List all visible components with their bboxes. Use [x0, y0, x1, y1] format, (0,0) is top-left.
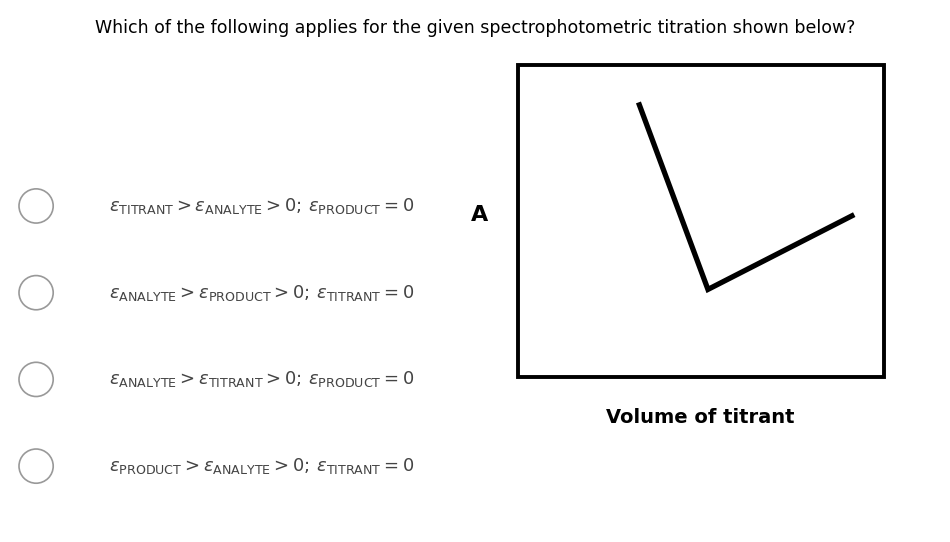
Text: $\varepsilon_{\mathrm{TITRANT}} > \varepsilon_{\mathrm{ANALYTE}} > 0;\, \varepsi: $\varepsilon_{\mathrm{TITRANT}} > \varep… — [109, 196, 414, 216]
Ellipse shape — [19, 189, 53, 223]
Text: Volume of titrant: Volume of titrant — [606, 408, 795, 427]
Ellipse shape — [19, 449, 53, 483]
Bar — [518, 65, 884, 377]
Text: $\varepsilon_{\mathrm{ANALYTE}} > \varepsilon_{\mathrm{TITRANT}} > 0;\, \varepsi: $\varepsilon_{\mathrm{ANALYTE}} > \varep… — [109, 370, 414, 389]
Ellipse shape — [19, 362, 53, 397]
Text: $\varepsilon_{\mathrm{PRODUCT}} > \varepsilon_{\mathrm{ANALYTE}} > 0;\, \varepsi: $\varepsilon_{\mathrm{PRODUCT}} > \varep… — [109, 456, 414, 476]
Text: A: A — [471, 205, 488, 224]
Text: Which of the following applies for the given spectrophotometric titration shown : Which of the following applies for the g… — [95, 19, 855, 37]
Text: $\varepsilon_{\mathrm{ANALYTE}} > \varepsilon_{\mathrm{PRODUCT}} > 0;\, \varepsi: $\varepsilon_{\mathrm{ANALYTE}} > \varep… — [109, 283, 414, 302]
Ellipse shape — [19, 275, 53, 310]
